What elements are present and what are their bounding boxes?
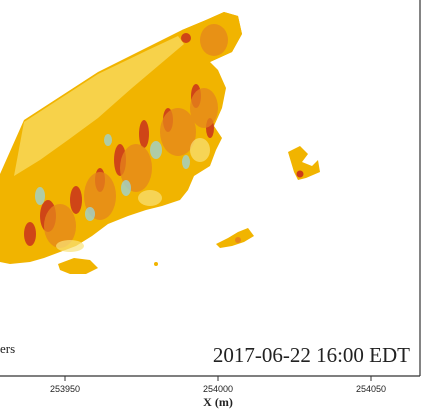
roof-edge-region <box>14 36 184 176</box>
main-roof-region <box>0 12 242 264</box>
fragment-lower-right-hot <box>235 237 241 243</box>
fragment-lower-right <box>216 228 254 248</box>
timestamp-annotation: 2017-06-22 16:00 EDT <box>213 343 410 367</box>
x-axis-label: X (m) <box>203 395 233 409</box>
surface-temperature-raster <box>0 12 320 274</box>
plot-frame <box>0 0 421 377</box>
x-axis: 253950 254000 254050 <box>50 376 386 394</box>
fragment-right-hot <box>296 170 304 178</box>
fragment-right <box>288 146 320 180</box>
pale-regions <box>56 138 210 252</box>
x-tick-label-253950: 253950 <box>50 384 80 394</box>
legend-fragment: ers <box>0 341 15 356</box>
cool-regions <box>35 134 190 221</box>
x-tick-label-254050: 254050 <box>356 384 386 394</box>
x-tick-label-254000: 254000 <box>203 384 233 394</box>
fragment-speck <box>154 262 158 266</box>
fragment-lower-left <box>58 258 98 274</box>
